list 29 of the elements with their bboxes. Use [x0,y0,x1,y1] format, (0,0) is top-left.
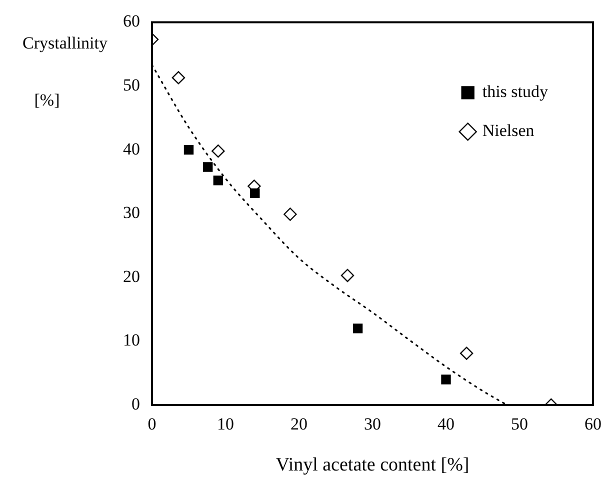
point [441,374,451,384]
legend-label: this study [482,82,548,102]
y-tick-label: 30 [123,203,140,222]
point [213,176,223,186]
point [352,324,363,334]
x-tick-label: 40 [438,414,454,434]
x-tick-label: 10 [217,414,234,434]
y-tick-label: 60 [123,12,140,31]
text: Crystallinity [%] [22,33,108,110]
point [212,144,225,158]
point [340,268,354,282]
point [284,208,297,221]
y-tick-label: 40 [123,139,140,158]
x-tick-label: 0 [148,414,156,434]
y-tick-label: 10 [123,330,140,350]
point [172,71,186,84]
point [184,144,194,155]
x-tick-label: 20 [290,414,308,434]
x-tick-label: 30 [364,414,381,434]
y-tick-label: 20 [123,266,140,286]
x-axis-title: Vinyl acetate content [%] [276,454,470,476]
point [250,188,260,198]
y-tick-label: 0 [132,394,140,414]
point [203,162,213,172]
x-tick-label: 60 [584,414,602,434]
y-tick-label: 50 [123,75,140,94]
point [460,346,474,360]
legend-label: Nielsen [482,121,535,140]
x-tick-label: 50 [511,414,528,434]
